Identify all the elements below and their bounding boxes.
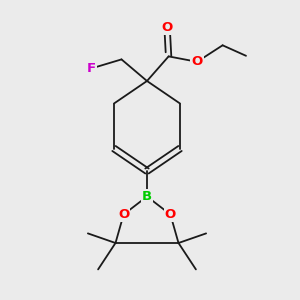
- Text: B: B: [142, 190, 152, 203]
- Text: O: O: [161, 21, 173, 34]
- Text: O: O: [118, 208, 129, 221]
- Text: O: O: [165, 208, 176, 221]
- Text: F: F: [87, 62, 96, 75]
- Text: O: O: [191, 55, 203, 68]
